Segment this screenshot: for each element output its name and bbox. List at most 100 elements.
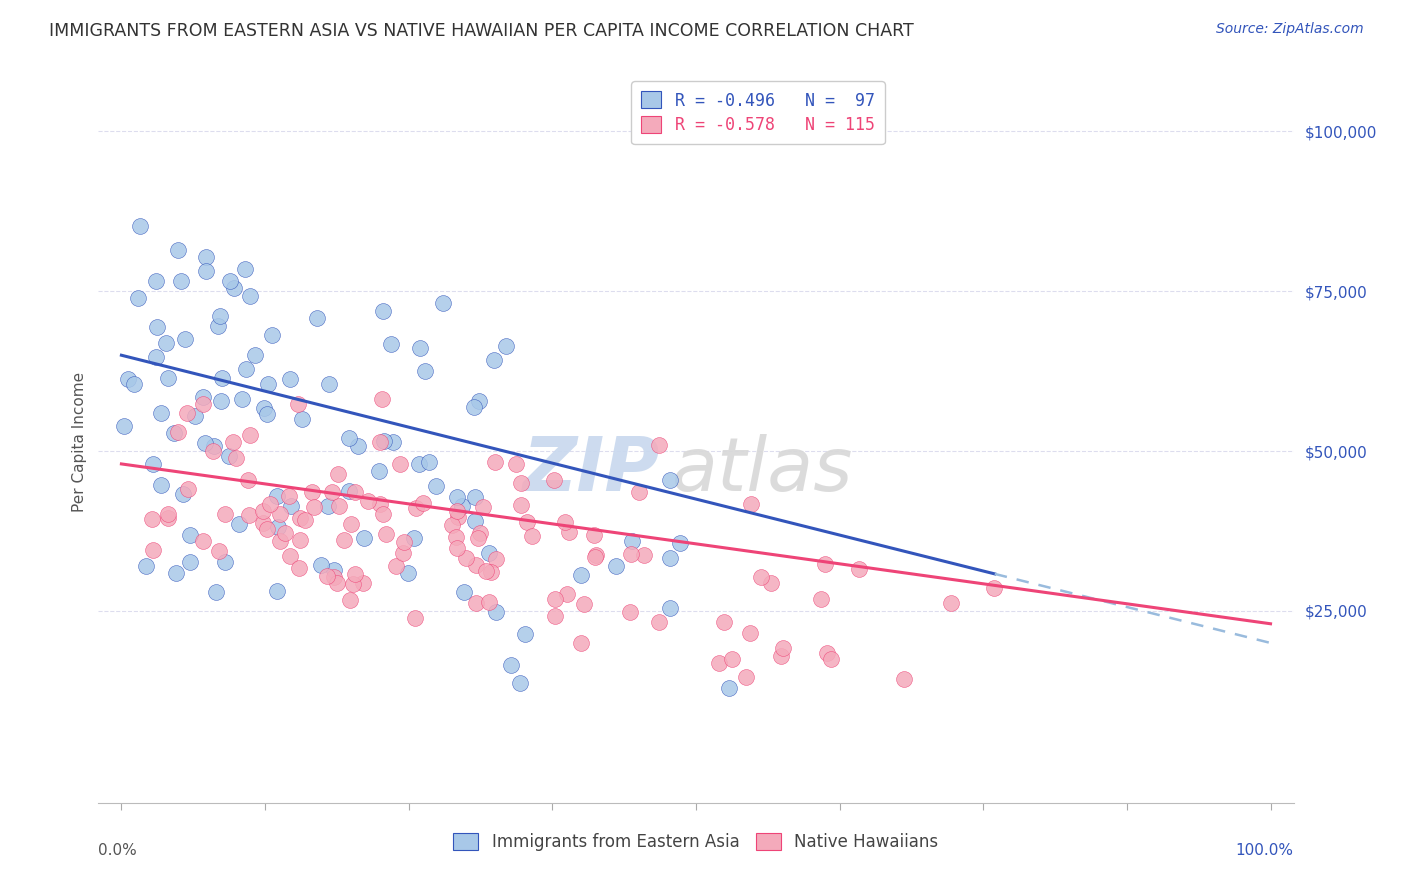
Point (749, 570, 772, 584)
Point (583, 527, 606, 541)
Point (239, 428, 262, 442)
Point (371, 392, 394, 406)
Point (404, 611, 426, 625)
Point (740, 626, 762, 640)
Point (135, 559, 157, 574)
Point (412, 496, 434, 510)
Point (167, 244, 190, 258)
Point (163, 425, 186, 440)
Point (318, 376, 340, 391)
Point (342, 576, 364, 591)
Point (522, 529, 544, 543)
Point (464, 596, 486, 610)
Point (605, 558, 627, 573)
Legend: Immigrants from Eastern Asia, Native Hawaiians: Immigrants from Eastern Asia, Native Haw… (446, 825, 946, 860)
Point (257, 377, 280, 392)
Point (468, 526, 491, 541)
Point (225, 450, 247, 465)
Point (166, 425, 188, 440)
Point (759, 575, 782, 590)
Point (718, 681, 741, 695)
Point (485, 552, 508, 566)
Point (172, 487, 194, 501)
Point (339, 592, 361, 607)
Point (446, 490, 468, 504)
Point (157, 510, 180, 524)
Point (207, 319, 229, 334)
Point (820, 652, 842, 666)
Point (288, 561, 311, 575)
Point (464, 514, 486, 528)
Point (392, 534, 415, 549)
Point (155, 336, 177, 351)
Point (294, 513, 316, 527)
Point (322, 570, 344, 584)
Point (772, 640, 794, 655)
Point (396, 566, 419, 581)
Point (194, 263, 217, 277)
Point (343, 567, 366, 582)
Point (555, 587, 578, 601)
Point (150, 478, 173, 492)
Point (356, 494, 378, 508)
Point (117, 372, 139, 386)
Point (465, 558, 488, 572)
Text: Source: ZipAtlas.com: Source: ZipAtlas.com (1216, 22, 1364, 37)
Point (347, 439, 370, 453)
Point (209, 394, 232, 409)
Point (373, 434, 395, 449)
Point (544, 608, 567, 623)
Point (558, 524, 581, 539)
Point (513, 627, 536, 641)
Point (740, 498, 762, 512)
Point (291, 412, 314, 426)
Point (505, 457, 527, 471)
Point (301, 484, 323, 499)
Point (179, 528, 201, 542)
Text: 100.0%: 100.0% (1236, 843, 1294, 857)
Point (543, 473, 565, 487)
Point (709, 656, 731, 670)
Point (659, 600, 682, 615)
Point (516, 515, 538, 529)
Point (447, 510, 470, 524)
Point (287, 397, 309, 411)
Point (302, 500, 325, 515)
Point (418, 455, 440, 469)
Point (174, 332, 197, 346)
Text: 0.0%: 0.0% (98, 843, 138, 857)
Point (337, 431, 360, 445)
Point (316, 499, 339, 513)
Point (228, 516, 250, 531)
Point (157, 507, 180, 521)
Point (176, 406, 198, 420)
Point (770, 648, 793, 663)
Point (214, 508, 236, 522)
Point (328, 500, 350, 514)
Point (343, 484, 366, 499)
Point (235, 361, 257, 376)
Point (440, 517, 463, 532)
Point (222, 435, 245, 450)
Point (256, 522, 278, 536)
Point (124, 377, 146, 392)
Point (382, 434, 405, 449)
Point (231, 392, 253, 406)
Point (456, 551, 478, 566)
Point (145, 350, 167, 364)
Point (129, 219, 152, 233)
Text: ZIP: ZIP (523, 434, 661, 507)
Point (554, 515, 576, 529)
Point (647, 615, 669, 629)
Point (321, 485, 343, 500)
Point (278, 371, 301, 385)
Point (620, 534, 643, 549)
Point (451, 499, 474, 513)
Point (353, 531, 375, 545)
Point (305, 311, 328, 326)
Point (184, 409, 207, 424)
Point (444, 530, 467, 544)
Point (274, 526, 297, 541)
Point (142, 542, 165, 557)
Point (260, 328, 283, 343)
